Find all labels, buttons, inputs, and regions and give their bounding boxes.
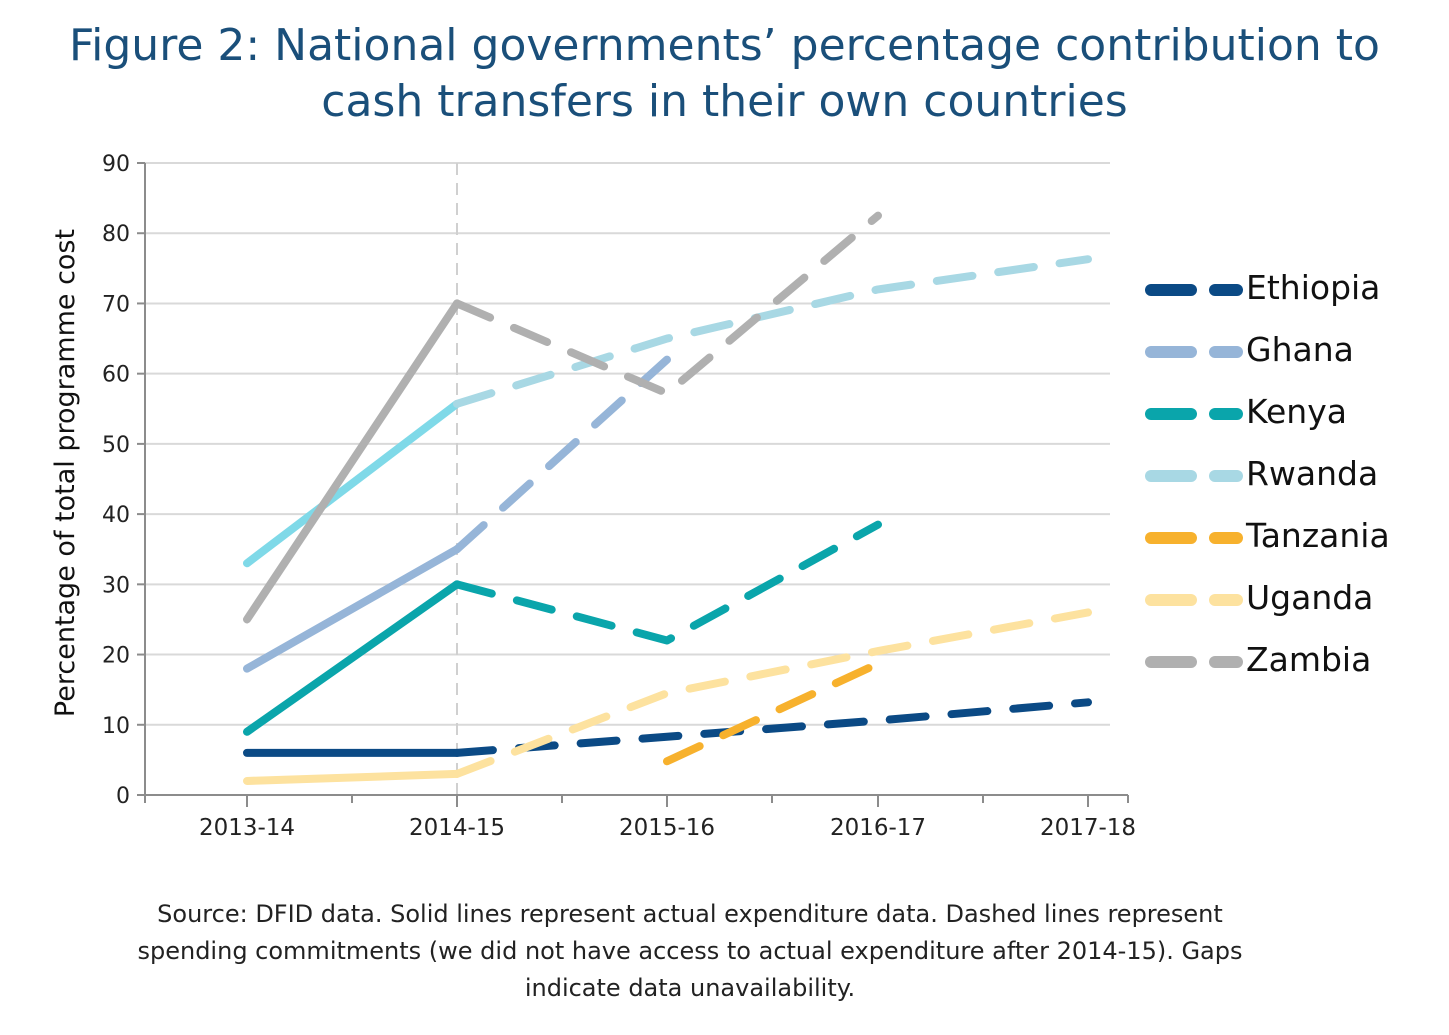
source-note-line-3: indicate data unavailability. [524, 974, 856, 1002]
x-tick-label: 2013-14 [199, 815, 295, 841]
legend-item-kenya: Kenya [1145, 386, 1445, 448]
y-tick-label: 30 [102, 573, 130, 598]
legend-item-ghana: Ghana [1145, 324, 1445, 386]
legend-item-zambia: Zambia [1145, 634, 1445, 696]
y-tick-label: 80 [102, 222, 130, 247]
series-ghana-commitment-line [453, 355, 671, 554]
legend-item-rwanda: Rwanda [1145, 448, 1445, 510]
legend-item-uganda: Uganda [1145, 572, 1445, 634]
legend-swatch-kenya [1145, 408, 1245, 420]
y-tick-label: 90 [102, 152, 130, 177]
y-tick-label: 40 [102, 503, 130, 528]
y-tick-label: 20 [102, 644, 130, 669]
legend-swatch-solid [1145, 284, 1197, 296]
source-note: Source: DFID data. Solid lines represent… [100, 896, 1280, 1007]
y-tick-label: 60 [102, 363, 130, 388]
legend-swatch-solid [1145, 594, 1197, 606]
series-zambia-actual-line [243, 299, 461, 624]
y-tick-label: 10 [102, 714, 130, 739]
source-note-line-1: Source: DFID data. Solid lines represent… [157, 900, 1223, 928]
chart-title-line-2: cash transfers in their own countries [321, 76, 1128, 127]
axes [137, 162, 1129, 807]
legend-swatch-dash [1209, 408, 1243, 420]
y-tick-label: 70 [102, 292, 130, 317]
legend-label-uganda: Uganda [1246, 578, 1374, 617]
axis-labels: 0 10 20 30 40 50 60 70 80 90 2013-14 2014-15 2015-16… [50, 152, 1136, 841]
legend: Ethiopia Ghana Kenya Rwanda Tanzania Uganda Za… [1145, 262, 1445, 696]
legend-swatch-dash [1209, 532, 1243, 544]
legend-item-tanzania: Tanzania [1145, 510, 1445, 572]
legend-swatch-tanzania [1145, 532, 1245, 544]
series-kenya-actual-line [243, 580, 461, 736]
series-ethiopia-commitment-line [453, 698, 1092, 757]
chart-title: Figure 2: National governments’ percenta… [0, 18, 1449, 130]
legend-label-kenya: Kenya [1246, 392, 1347, 431]
chart-title-line-1: Figure 2: National governments’ percenta… [69, 20, 1380, 71]
legend-swatch-zambia [1145, 656, 1245, 668]
y-axis-title: Percentage of total programme cost [50, 229, 81, 717]
legend-swatch-dash [1209, 470, 1243, 482]
series-rwanda-commitment-line [453, 255, 1092, 408]
legend-swatch-dash [1209, 656, 1243, 668]
x-tick-label: 2015-16 [619, 815, 715, 841]
legend-swatch-solid [1145, 408, 1197, 420]
series-zambia-commitment-line [453, 211, 882, 398]
gridlines [145, 162, 1110, 795]
x-tick-label: 2017-18 [1040, 815, 1136, 841]
y-tick-label: 50 [102, 433, 130, 458]
legend-swatch-solid [1145, 470, 1197, 482]
legend-swatch-solid [1145, 346, 1197, 358]
legend-swatch-solid [1145, 656, 1197, 668]
legend-label-zambia: Zambia [1246, 640, 1372, 679]
legend-swatch-solid [1145, 532, 1197, 544]
y-tick-label: 0 [116, 784, 130, 809]
x-tick-label: 2016-17 [830, 815, 926, 841]
legend-label-ethiopia: Ethiopia [1246, 268, 1381, 307]
legend-label-tanzania: Tanzania [1246, 516, 1390, 555]
legend-swatch-ghana [1145, 346, 1245, 358]
legend-swatch-dash [1209, 594, 1243, 606]
series-tanzania-commitment-line [663, 659, 882, 766]
series-uganda-commitment-line [453, 608, 1092, 778]
series-kenya-commitment-line [453, 520, 882, 645]
legend-swatch-rwanda [1145, 470, 1245, 482]
x-tick-label: 2014-15 [409, 815, 505, 841]
legend-swatch-ethiopia [1145, 284, 1245, 296]
series-uganda-actual-line [243, 769, 461, 785]
series-ghana-actual-line [243, 545, 461, 673]
series-rwanda-actual-line [243, 399, 461, 568]
legend-swatch-dash [1209, 346, 1243, 358]
legend-item-ethiopia: Ethiopia [1145, 262, 1445, 324]
legend-swatch-uganda [1145, 594, 1245, 606]
legend-label-rwanda: Rwanda [1246, 454, 1379, 493]
source-note-line-2: spending commitments (we did not have ac… [137, 937, 1243, 965]
legend-swatch-dash [1209, 284, 1243, 296]
series-lines [243, 211, 1092, 785]
legend-label-ghana: Ghana [1246, 330, 1354, 369]
